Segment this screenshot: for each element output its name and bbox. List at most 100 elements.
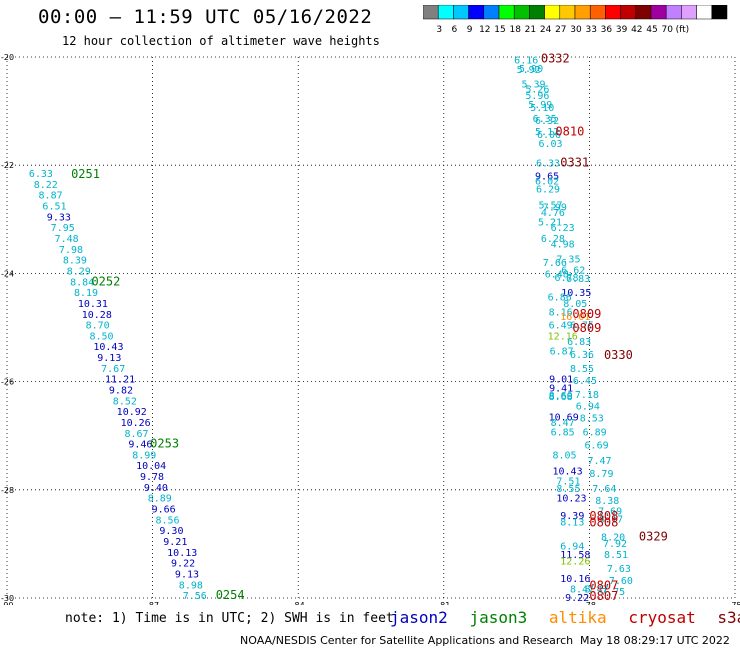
colorbar-label: 3 (436, 25, 442, 35)
wave-height-value: 10.43 (93, 342, 123, 353)
x-tick-label: -84 (292, 601, 305, 605)
colorbar-label: 42 (631, 25, 642, 35)
wave-height-value: 8.05 (563, 299, 587, 310)
wave-height-value: 8.55 (556, 484, 580, 495)
wave-height-value: 6.49 (549, 321, 573, 332)
colorbar-label: 6 (452, 25, 458, 35)
wave-height-value: 9.46 (128, 440, 152, 451)
y-tick-label: -28 (1, 486, 14, 495)
page-title: 00:00 – 11:59 UTC 05/16/2022 (38, 6, 373, 28)
x-tick-label: -75 (728, 601, 740, 605)
wave-height-value: 8.98 (179, 580, 203, 591)
satellite-legend: jason2 jason3 altika cryosat s3a (390, 608, 740, 627)
wave-height-value: 9.33 (47, 212, 71, 223)
wave-height-value: 6.02 (535, 177, 559, 188)
time-label: 0807 (589, 578, 618, 592)
wave-height-value: 8.22 (34, 180, 58, 191)
wave-height-value: 6.29 (536, 184, 560, 195)
wave-height-value: 6.78 (554, 273, 578, 284)
wave-height-value: 16.01 (560, 312, 590, 323)
wave-height-value: 7.95 (51, 223, 75, 234)
wave-height-value: 10.23 (556, 494, 586, 505)
wave-height-value: 8.60 (549, 391, 573, 402)
wave-height-value: 6.89 (583, 428, 607, 439)
wave-height-value: 5.57 (538, 200, 562, 211)
wave-height-value: 10.04 (136, 461, 166, 472)
time-label: 0810 (555, 124, 584, 138)
x-tick-label: -87 (146, 601, 159, 605)
wave-height-value: 8.70 (86, 321, 110, 332)
wave-height-value: 7.98 (59, 245, 83, 256)
wave-height-value: 12.26 (560, 556, 590, 567)
legend-s3a: s3a (717, 608, 740, 627)
wave-height-value: 6.45 (573, 376, 597, 387)
wave-height-value: 8.20 (601, 533, 625, 544)
wave-height-value: 6.36 (570, 350, 594, 361)
wave-height-value: 8.17 (599, 514, 623, 525)
wave-height-value: 8.13 (560, 518, 584, 529)
wave-height-value: 6.86 (548, 292, 572, 303)
wave-height-map: -90 -87 -84 -81 -78 -75 -20 -22 -24 -26 -28 -30 6.33… (0, 51, 740, 605)
wave-height-value: 8.79 (589, 469, 613, 480)
legend-altika: altika (548, 608, 607, 627)
wave-height-value: 6.16 (514, 55, 538, 66)
wave-height-value: 7.56 (183, 591, 207, 602)
legend-jason3: jason3 (469, 608, 528, 627)
wave-height-value: 7.75 (601, 587, 625, 598)
colorbar-label: 9 (467, 25, 473, 35)
time-label: 0253 (150, 437, 179, 451)
page-subtitle: 12 hour collection of altimeter wave hei… (62, 34, 380, 48)
wave-height-value: 5.21 (538, 217, 562, 228)
wave-height-value: 6.23 (551, 223, 575, 234)
wave-height-value: 8.16 (549, 308, 573, 319)
wave-height-colorbar: 3 6 9 12 15 18 21 24 27 30 33 36 39 42 45 70 (ft) (423, 5, 728, 35)
colorbar-label: 33 (585, 25, 596, 35)
colorbar-label: 45 (646, 25, 657, 35)
wave-height-value: 8.47 (551, 418, 575, 429)
wave-height-value: 11.58 (560, 550, 590, 561)
x-tick-label: -81 (437, 601, 450, 605)
time-label: 0331 (560, 155, 589, 169)
wave-height-value: 8.47 (585, 585, 609, 596)
wave-height-value: 9.22 (171, 559, 195, 570)
wave-height-value: 7.60 (609, 576, 633, 587)
wave-height-value: 6.83 (566, 274, 590, 285)
wave-height-value: 9.78 (140, 472, 164, 483)
time-label: 0808 (589, 509, 618, 523)
colorbar-label: 39 (616, 25, 628, 35)
wave-height-value: 9.40 (144, 483, 168, 494)
wave-height-value: 6.48 (545, 270, 569, 281)
wave-height-value: 6.94 (560, 541, 584, 552)
wave-height-value: 9.01 (549, 375, 573, 386)
colorbar-label: 70 (661, 25, 673, 35)
wave-height-value: 9.66 (152, 505, 176, 516)
wave-height-value: 6.87 (550, 347, 574, 358)
wave-height-value: 10.13 (167, 548, 197, 559)
wave-height-value: 7.47 (587, 456, 611, 467)
wave-height-value: 10.69 (549, 413, 579, 424)
time-label: 0252 (91, 274, 120, 288)
wave-height-value: 5.10 (530, 103, 554, 114)
time-label: 0330 (604, 348, 633, 362)
wave-height-value: 9.41 (549, 383, 573, 394)
wave-height-value: 8.38 (595, 496, 619, 507)
wave-height-value: 4.98 (551, 239, 575, 250)
colorbar-label: 24 (540, 25, 552, 35)
colorbar-label: 27 (555, 25, 566, 35)
time-label: 0332 (541, 51, 570, 65)
wave-height-value: 6.69 (585, 441, 609, 452)
colorbar-label: 21 (525, 25, 536, 35)
wave-height-value: 7.63 (607, 564, 631, 575)
wave-height-value: 10.16 (560, 574, 590, 585)
y-tick-label: -26 (1, 378, 14, 387)
wave-height-value: 5.12 (535, 127, 559, 138)
wave-height-value: 6.03 (538, 139, 562, 150)
wave-height-value: 8.05 (553, 450, 577, 461)
wave-height-value: 10.92 (117, 407, 147, 418)
wave-height-value: 7.18 (575, 390, 599, 401)
wave-height-value: 8.50 (90, 331, 114, 342)
wave-height-value: 5.92 (517, 65, 541, 76)
x-tick-label: -78 (583, 601, 596, 605)
wave-height-value: 9.21 (163, 537, 187, 548)
wave-height-value: 8.87 (39, 191, 63, 202)
